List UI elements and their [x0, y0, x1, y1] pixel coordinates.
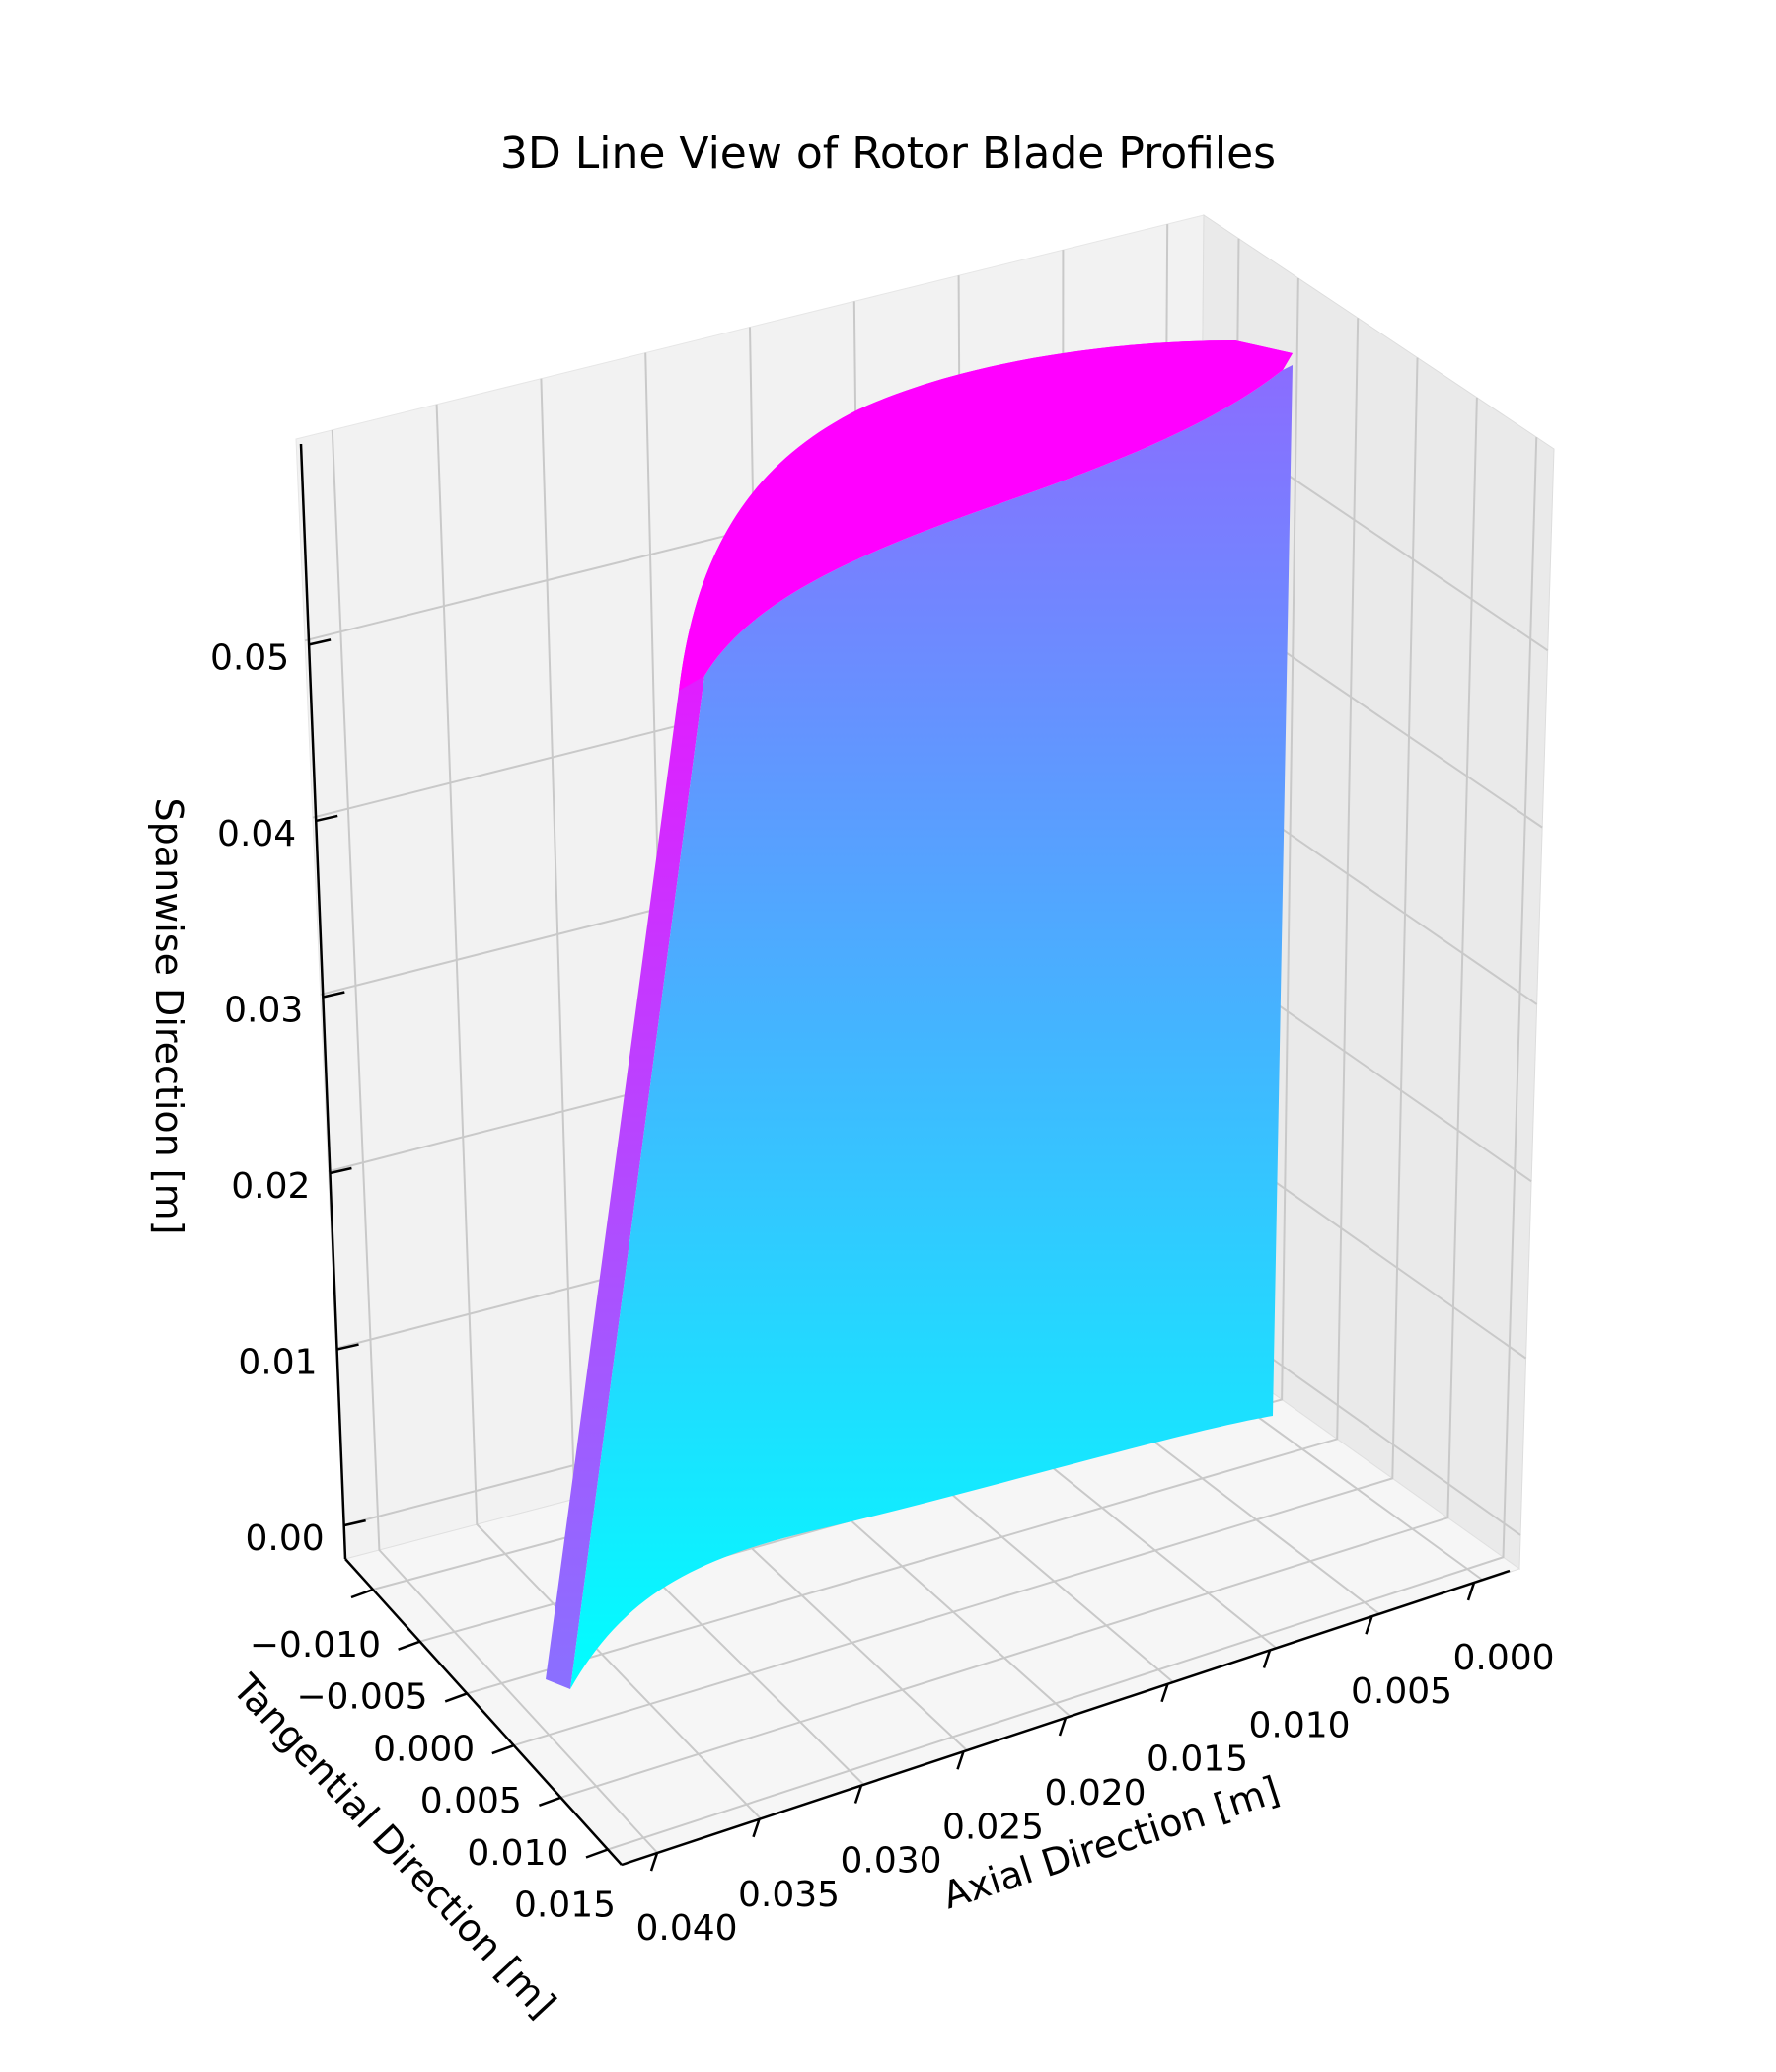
x-tick-label: 0.030: [840, 1841, 941, 1882]
y-tick-label: 0.005: [420, 1781, 522, 1821]
z-tick-label: 0.00: [245, 1518, 324, 1559]
x-tick: [1365, 1615, 1373, 1635]
z-tick-label: 0.02: [231, 1166, 310, 1207]
y-axis-line: [344, 1558, 623, 1866]
z-tick: [323, 991, 345, 999]
z-tick-label: 0.04: [217, 814, 296, 854]
x-gridline: [435, 404, 762, 1820]
z-tick-label: 0.05: [210, 637, 289, 678]
x-tick-label: 0.040: [635, 1908, 737, 1949]
x-tick: [649, 1852, 659, 1872]
x-tick: [752, 1818, 761, 1838]
z-tick: [308, 638, 332, 646]
z-tick: [330, 1166, 352, 1175]
y-tick-label: 0.000: [373, 1729, 475, 1769]
z-tick: [336, 1343, 359, 1351]
x-tick: [1262, 1650, 1272, 1668]
x-tick-label: 0.015: [1147, 1739, 1248, 1780]
y-tick: [398, 1640, 421, 1651]
y-gridline: [607, 437, 1538, 1851]
y-tick: [350, 1588, 374, 1599]
blade-pressure-face-surface: [570, 365, 1293, 1689]
x-tick-label: 0.010: [1248, 1705, 1350, 1745]
axis-ticks: 0.000.010.020.030.040.050.0000.0050.0100…: [210, 637, 1555, 1949]
y-tick: [444, 1692, 468, 1703]
y-tick-label: 0.015: [514, 1886, 616, 1926]
z-tick: [315, 814, 338, 823]
y-tick-label: −0.010: [250, 1625, 381, 1665]
x-tick-label: 0.000: [1452, 1638, 1554, 1678]
z-tick: [343, 1518, 366, 1527]
x-tick-label: 0.025: [942, 1807, 1044, 1847]
z-axis-label: Spanwise Direction [m]: [147, 798, 190, 1235]
y-gridline: [560, 397, 1478, 1799]
x-tick: [1466, 1582, 1476, 1601]
x-tick-label: 0.035: [738, 1875, 840, 1915]
y-tick-label: 0.010: [467, 1833, 568, 1874]
chart-title: 3D Line View of Rotor Blade Profiles: [500, 128, 1276, 179]
x-tick: [853, 1785, 863, 1804]
x-tick: [1160, 1683, 1169, 1703]
x-gridline: [331, 429, 659, 1854]
x-tick-label: 0.020: [1044, 1773, 1146, 1813]
y-gridline: [466, 318, 1360, 1695]
blade-tip-surface: [679, 340, 1293, 691]
y-gridline: [513, 357, 1419, 1747]
y-tick: [491, 1743, 515, 1755]
x-tick: [1058, 1717, 1068, 1737]
y-tick: [538, 1796, 561, 1807]
x-tick-label: 0.005: [1351, 1671, 1452, 1712]
z-tick-label: 0.01: [238, 1343, 317, 1383]
z-tick-label: 0.03: [224, 990, 303, 1030]
z-axis-line: [299, 443, 347, 1560]
x-tick: [956, 1750, 965, 1770]
y-tick: [585, 1848, 609, 1859]
y-tick-label: −0.005: [296, 1677, 427, 1718]
